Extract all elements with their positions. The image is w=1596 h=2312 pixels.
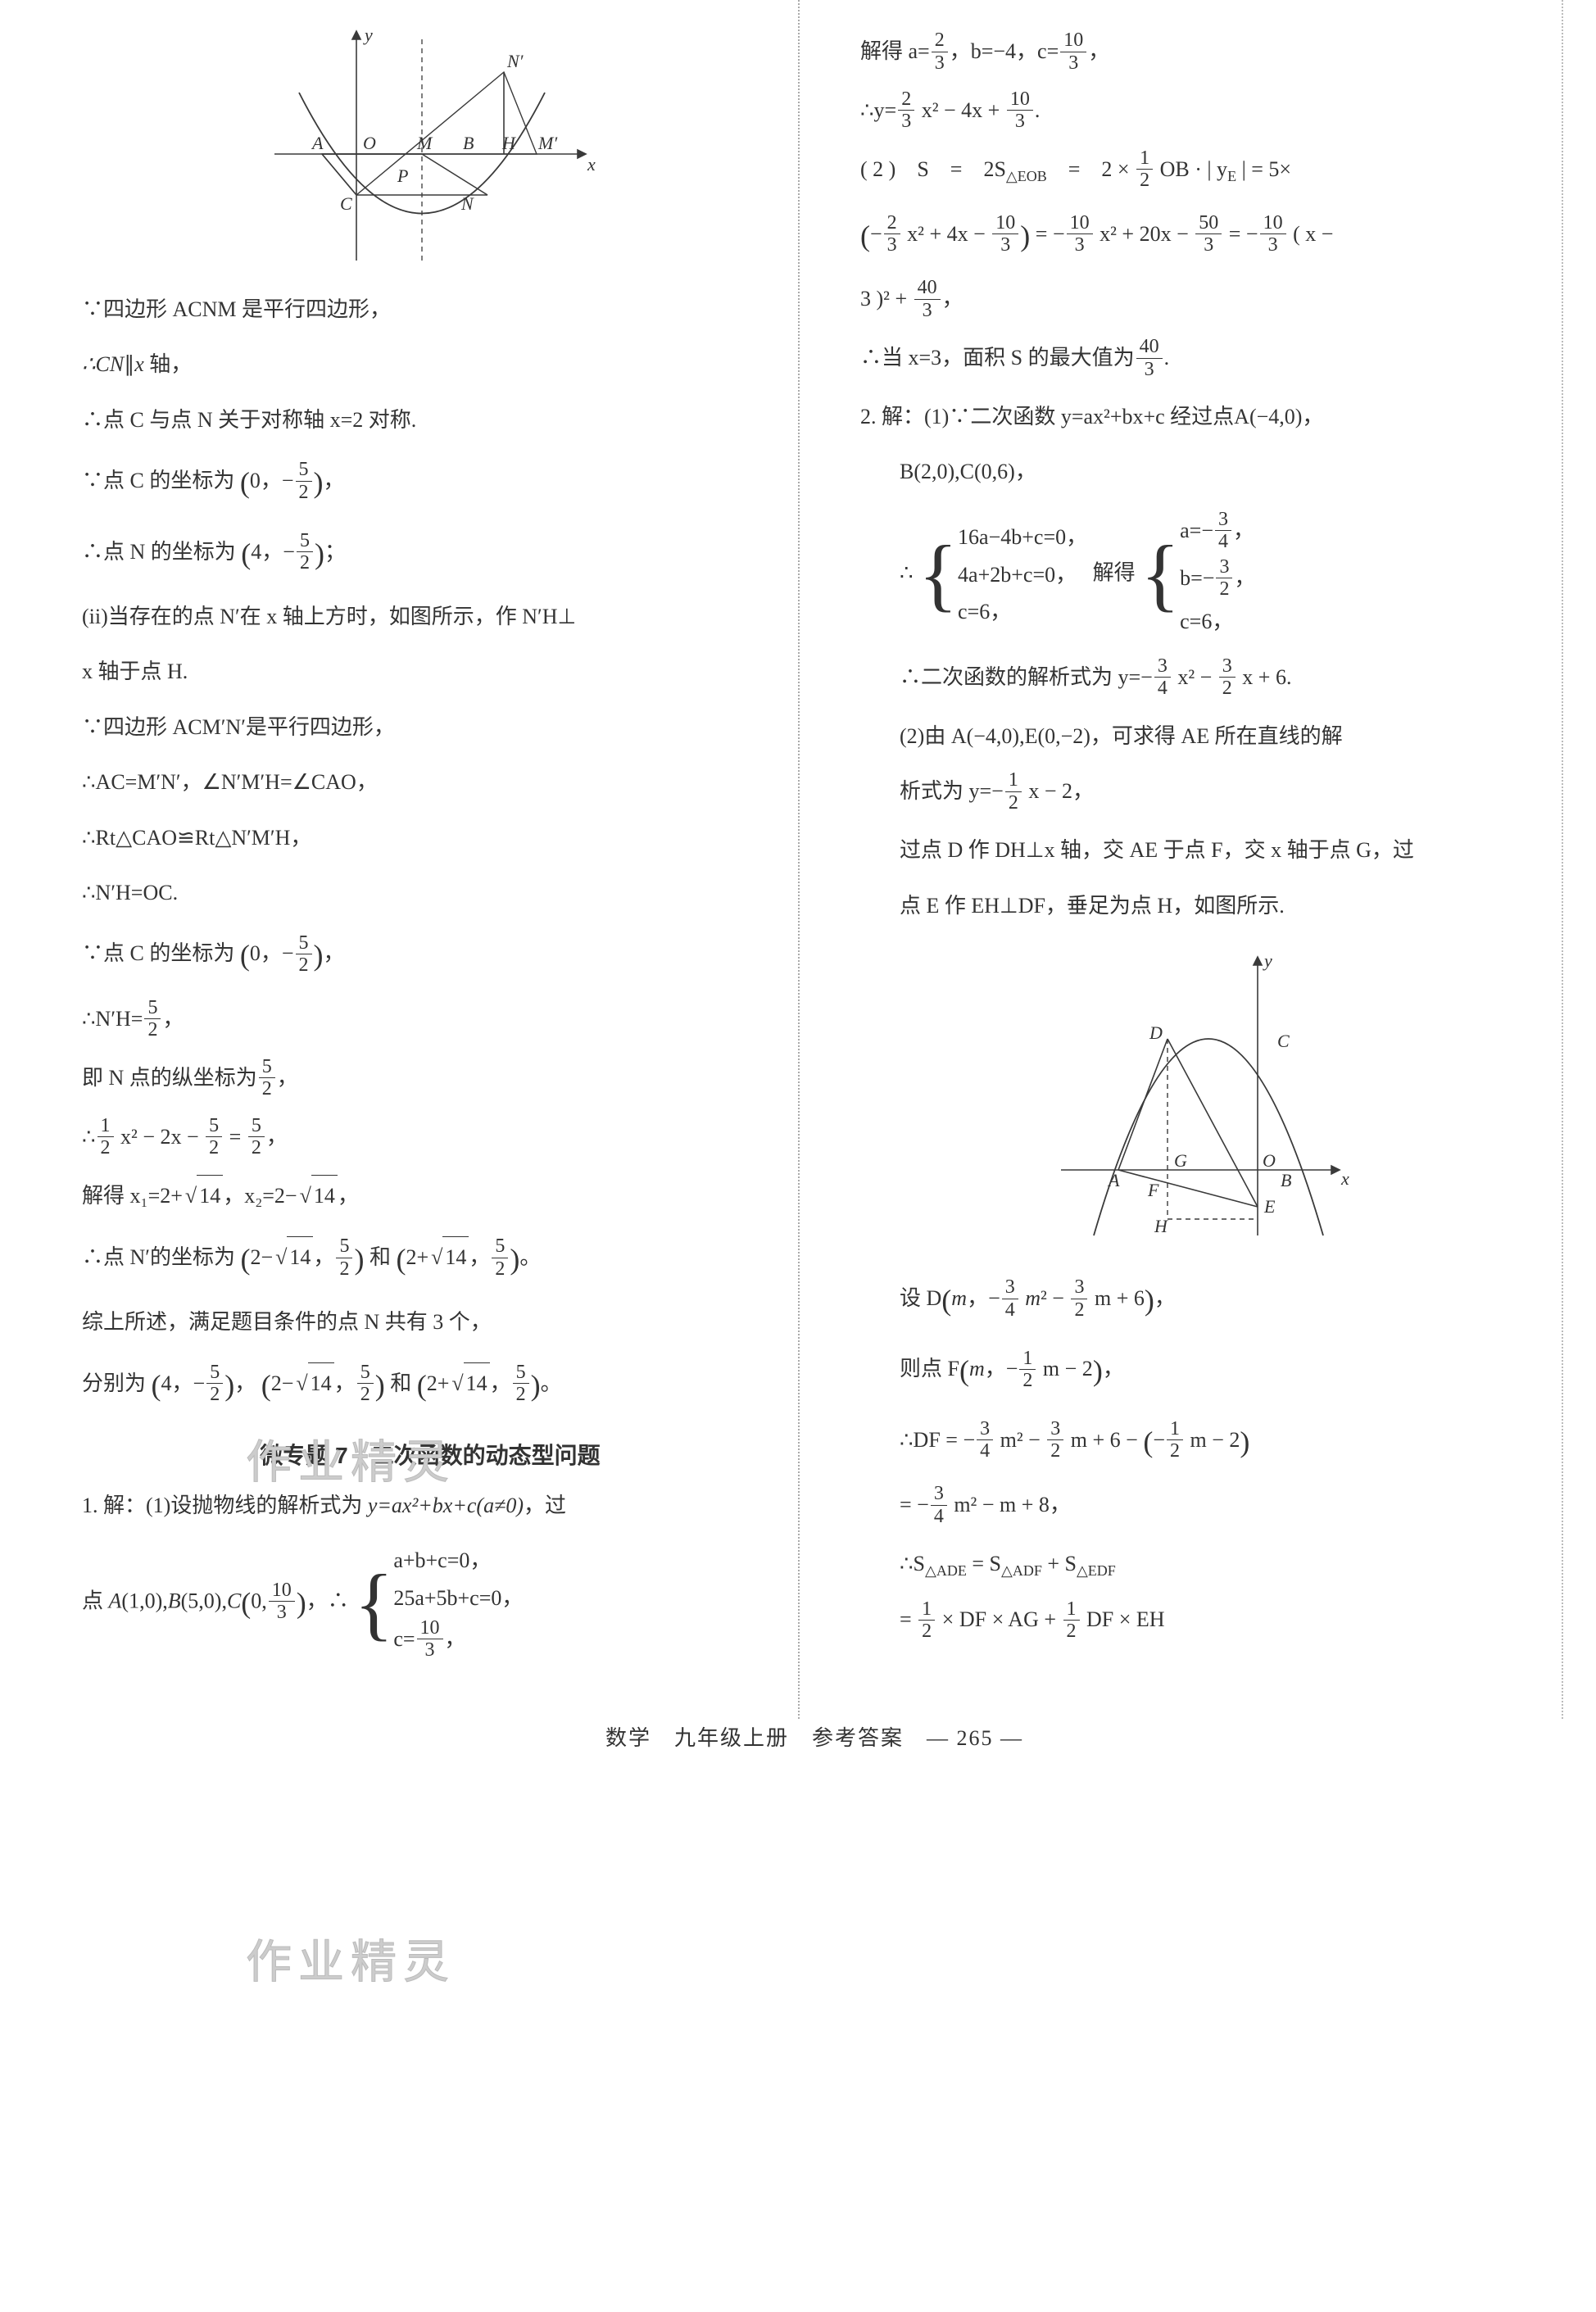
equation-system: ∴ { 16a−4b+c=0， 4a+2b+c=0， c=6， 解得 { a=−…: [860, 507, 1540, 642]
text-line: ∴点 C 与点 N 关于对称轴 x=2 对称.: [82, 400, 778, 440]
svg-text:x: x: [1340, 1168, 1349, 1189]
text-line: ∴Rt△CAO≌Rt△N′M′H，: [82, 818, 778, 858]
text-line: ∵点 C 的坐标为 (0，−52)，: [82, 927, 778, 983]
text-line: ∵点 C 的坐标为 (0，−52)，: [82, 455, 778, 510]
text-line: 解得 x₁=2+14，x₂=2−14，: [82, 1175, 778, 1216]
text-line: ∴N′H=OC.: [82, 873, 778, 913]
text-line: 则点 F(m，−12 m − 2)，: [860, 1343, 1540, 1399]
svg-text:y: y: [363, 25, 373, 45]
diagram-1: A O M B H M′ P C N N′ y x: [82, 23, 778, 274]
svg-text:E: E: [1263, 1196, 1276, 1217]
text-line: 1. 解：(1)设抛物线的解析式为 y=ax²+bx+c(a≠0)，过: [82, 1485, 778, 1525]
text-line: ∴AC=M′N′，∠N′M′H=∠CAO，: [82, 762, 778, 802]
text-line: = −34 m² − m + 8，: [860, 1485, 1540, 1529]
text-line: 即 N 点的纵坐标为52，: [82, 1058, 778, 1102]
svg-text:D: D: [1149, 1022, 1163, 1043]
svg-text:G: G: [1174, 1150, 1187, 1171]
svg-text:O: O: [363, 133, 376, 153]
svg-text:A: A: [1107, 1170, 1120, 1190]
svg-text:y: y: [1263, 950, 1272, 971]
text-line: ∴当 x=3，面积 S 的最大值为403.: [860, 338, 1540, 382]
text-line: 设 D(m，−34 m² − 32 m + 6)，: [860, 1272, 1540, 1328]
text-line: ∴12 x² − 2x − 52 = 52，: [82, 1117, 778, 1161]
text-line: 解得 a=23，b=−4，c=103，: [860, 31, 1540, 75]
text-line: 分别为 (4，−52)， (2−14，52) 和 (2+14，52)。: [82, 1358, 778, 1413]
text-line: 2. 解：(1)∵二次函数 y=ax²+bx+c 经过点A(−4,0)，: [860, 397, 1540, 437]
text-line: ∴N′H=52，: [82, 999, 778, 1043]
column-divider: [798, 0, 800, 1719]
svg-text:O: O: [1263, 1150, 1276, 1171]
text-line: ∵四边形 ACM′N′是平行四边形，: [82, 707, 778, 747]
text-line: (−23 x² + 4x − 103) = −103 x² + 20x − 50…: [860, 208, 1540, 264]
svg-text:B: B: [463, 133, 474, 153]
svg-text:F: F: [1147, 1180, 1159, 1200]
svg-text:H: H: [1154, 1216, 1168, 1236]
text-line: (ii)当存在的点 N′在 x 轴上方时，如图所示，作 N′H⊥: [82, 596, 778, 637]
text-line: 点 A(1,0),B(5,0),C(0,103)，∴ { a+b+c=0， 25…: [82, 1540, 778, 1666]
text-line: ∴DF = −34 m² − 32 m + 6 − (−12 m − 2): [860, 1414, 1540, 1470]
text-line: 3 )² + 403，: [860, 279, 1540, 323]
text-line: ( 2 ) S = 2S△EOB = 2 × 12 OB · | yE | = …: [860, 149, 1540, 193]
diagram-2: A B C D E F G H Ox y: [860, 941, 1540, 1258]
left-column: A O M B H M′ P C N N′ y x ∵四边形 ACNM 是平行四边形， ∴C…: [82, 16, 795, 1680]
text-line: ∴S△ADE = S△ADF + S△EDF: [860, 1544, 1540, 1584]
svg-text:H: H: [501, 133, 516, 153]
svg-text:M: M: [416, 133, 433, 153]
page-footer: 数学 九年级上册 参考答案 — 265 —: [82, 1721, 1547, 1752]
text-line: ∴点 N′的坐标为 (2−14，52) 和 (2+14，52)。: [82, 1231, 778, 1287]
section-title: 微专题 7 二次函数的动态型问题: [82, 1438, 778, 1471]
text-line: 过点 D 作 DH⊥x 轴，交 AE 于点 F，交 x 轴于点 G，过: [860, 830, 1540, 870]
text-line: x 轴于点 H.: [82, 651, 778, 691]
text-line: ∴y=23 x² − 4x + 103.: [860, 90, 1540, 134]
right-margin-divider: [1562, 0, 1563, 1719]
watermark: 作业精灵: [246, 1925, 456, 1992]
svg-text:P: P: [397, 165, 408, 186]
svg-text:A: A: [311, 133, 324, 153]
text-line: 析式为 y=−12 x − 2，: [860, 771, 1540, 815]
text-line: 综上所述，满足题目条件的点 N 共有 3 个，: [82, 1302, 778, 1342]
text-line: B(2,0),C(0,6)，: [860, 451, 1540, 492]
text-line: ∴CN∥x 轴，: [82, 344, 778, 384]
text-line: ∴二次函数的解析式为 y=−34 x² − 32 x + 6.: [860, 657, 1540, 701]
text-line: (2)由 A(−4,0),E(0,−2)，可求得 AE 所在直线的解: [860, 716, 1540, 756]
svg-text:N′: N′: [506, 51, 524, 71]
svg-text:x: x: [587, 154, 596, 175]
svg-text:C: C: [1277, 1031, 1290, 1051]
text-line: = 12 × DF × AG + 12 DF × EH: [860, 1599, 1540, 1643]
text-line: ∵四边形 ACNM 是平行四边形，: [82, 289, 778, 329]
svg-text:M′: M′: [537, 133, 558, 153]
svg-text:C: C: [340, 193, 352, 214]
right-column: 解得 a=23，b=−4，c=103， ∴y=23 x² − 4x + 103.…: [827, 16, 1540, 1680]
text-line: 点 E 作 EH⊥DF，垂足为点 H，如图所示.: [860, 886, 1540, 926]
svg-text:N: N: [460, 193, 474, 214]
text-line: ∴点 N 的坐标为 (4，−52)；: [82, 526, 778, 582]
svg-text:B: B: [1281, 1170, 1291, 1190]
